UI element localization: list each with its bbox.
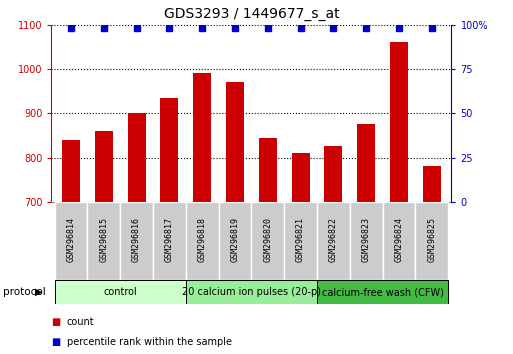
Bar xyxy=(317,202,350,280)
Bar xyxy=(226,82,244,202)
Bar xyxy=(193,74,211,202)
Text: ▶: ▶ xyxy=(35,287,42,297)
Bar xyxy=(153,202,186,280)
Text: control: control xyxy=(103,287,137,297)
Bar xyxy=(120,202,153,280)
Bar xyxy=(291,153,309,202)
Bar xyxy=(324,147,342,202)
Text: GSM296816: GSM296816 xyxy=(132,217,141,262)
Text: count: count xyxy=(67,317,94,327)
Bar xyxy=(284,202,317,280)
Bar xyxy=(416,202,448,280)
Bar xyxy=(383,202,416,280)
Text: GSM296825: GSM296825 xyxy=(427,217,436,262)
Text: 20 calcium ion pulses (20-p): 20 calcium ion pulses (20-p) xyxy=(182,287,321,297)
Bar xyxy=(54,202,87,280)
Bar xyxy=(423,166,441,202)
Text: percentile rank within the sample: percentile rank within the sample xyxy=(67,337,232,347)
Bar xyxy=(62,140,80,202)
Bar xyxy=(186,202,219,280)
Bar xyxy=(186,280,317,304)
Text: GSM296817: GSM296817 xyxy=(165,217,174,262)
Bar xyxy=(259,138,277,202)
Bar xyxy=(317,280,448,304)
Text: calcium-free wash (CFW): calcium-free wash (CFW) xyxy=(322,287,444,297)
Text: GSM296824: GSM296824 xyxy=(394,217,403,262)
Text: GSM296818: GSM296818 xyxy=(198,217,207,262)
Bar xyxy=(161,98,179,202)
Bar xyxy=(54,280,186,304)
Text: GSM296820: GSM296820 xyxy=(263,217,272,262)
Text: GSM296822: GSM296822 xyxy=(329,217,338,262)
Text: ■: ■ xyxy=(51,337,61,347)
Text: GSM296821: GSM296821 xyxy=(296,217,305,262)
Text: GSM296815: GSM296815 xyxy=(100,217,108,262)
Bar xyxy=(251,202,284,280)
Text: GSM296819: GSM296819 xyxy=(230,217,240,262)
Bar xyxy=(350,202,383,280)
Title: GDS3293 / 1449677_s_at: GDS3293 / 1449677_s_at xyxy=(164,7,339,21)
Bar xyxy=(87,202,120,280)
Bar xyxy=(390,42,408,202)
Text: GSM296814: GSM296814 xyxy=(67,217,75,262)
Text: protocol: protocol xyxy=(3,287,45,297)
Bar xyxy=(219,202,251,280)
Text: GSM296823: GSM296823 xyxy=(362,217,371,262)
Bar xyxy=(95,131,113,202)
Bar xyxy=(357,124,375,202)
Text: ■: ■ xyxy=(51,317,61,327)
Bar xyxy=(128,113,146,202)
